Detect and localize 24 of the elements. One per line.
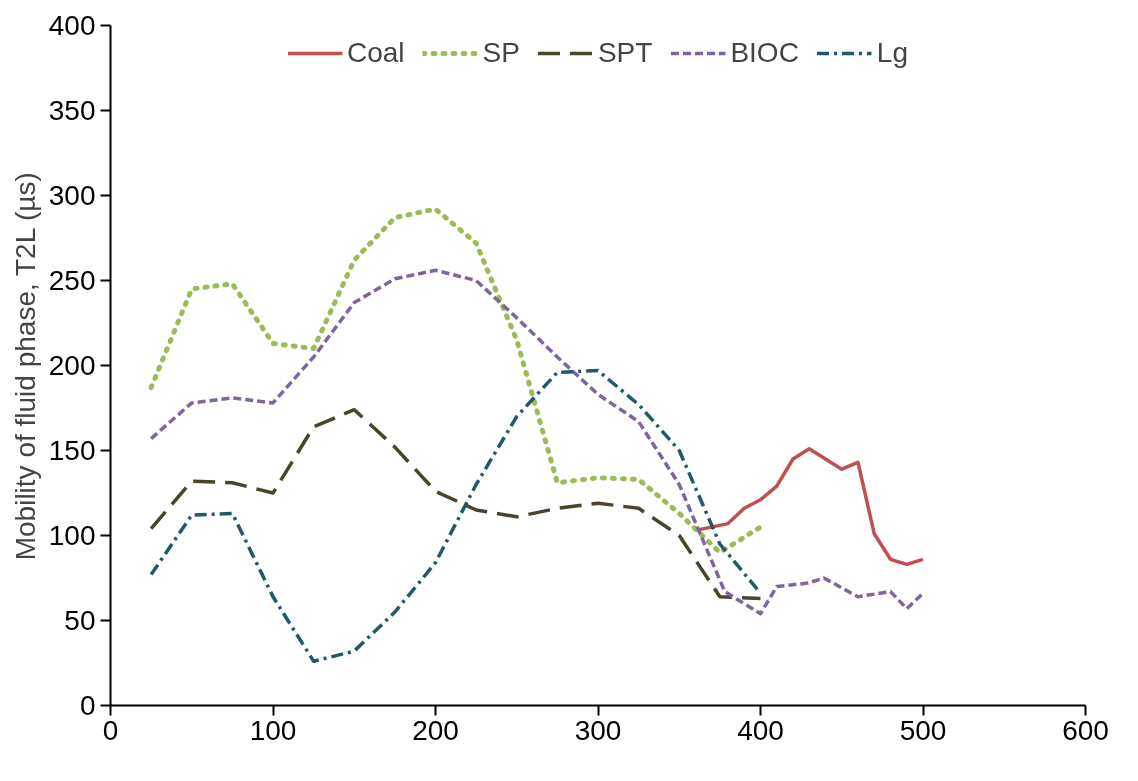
legend-label: SPT (597, 37, 653, 69)
y-axis-title: Mobility of fluid phase, T2L (µs) (9, 172, 41, 561)
x-tick-label: 100 (249, 714, 297, 746)
y-tick-label: 400 (48, 10, 96, 41)
y-tick-label: 250 (48, 265, 96, 296)
legend-label: Coal (346, 37, 405, 69)
y-tick-label: 200 (48, 350, 96, 381)
legend-label: Lg (876, 37, 909, 69)
line-series (149, 268, 925, 616)
legend-label: BIOC (730, 37, 799, 69)
y-tick-label: 300 (48, 180, 96, 211)
y-tick-label: 350 (48, 95, 96, 126)
x-tick-label: 500 (899, 714, 947, 746)
x-tick-label: 400 (737, 714, 784, 746)
legend-label: SP (482, 37, 520, 69)
x-tick-label: 600 (1062, 714, 1109, 746)
y-tick-label: 150 (48, 435, 96, 466)
x-tick-label: 300 (574, 714, 622, 746)
line-series (149, 407, 763, 601)
x-tick-label: 0 (102, 714, 119, 746)
y-tick-label: 100 (48, 520, 96, 551)
x-tick-label: 200 (412, 714, 459, 746)
y-tick-label: 50 (64, 605, 96, 636)
y-tick-label: 0 (79, 690, 96, 721)
